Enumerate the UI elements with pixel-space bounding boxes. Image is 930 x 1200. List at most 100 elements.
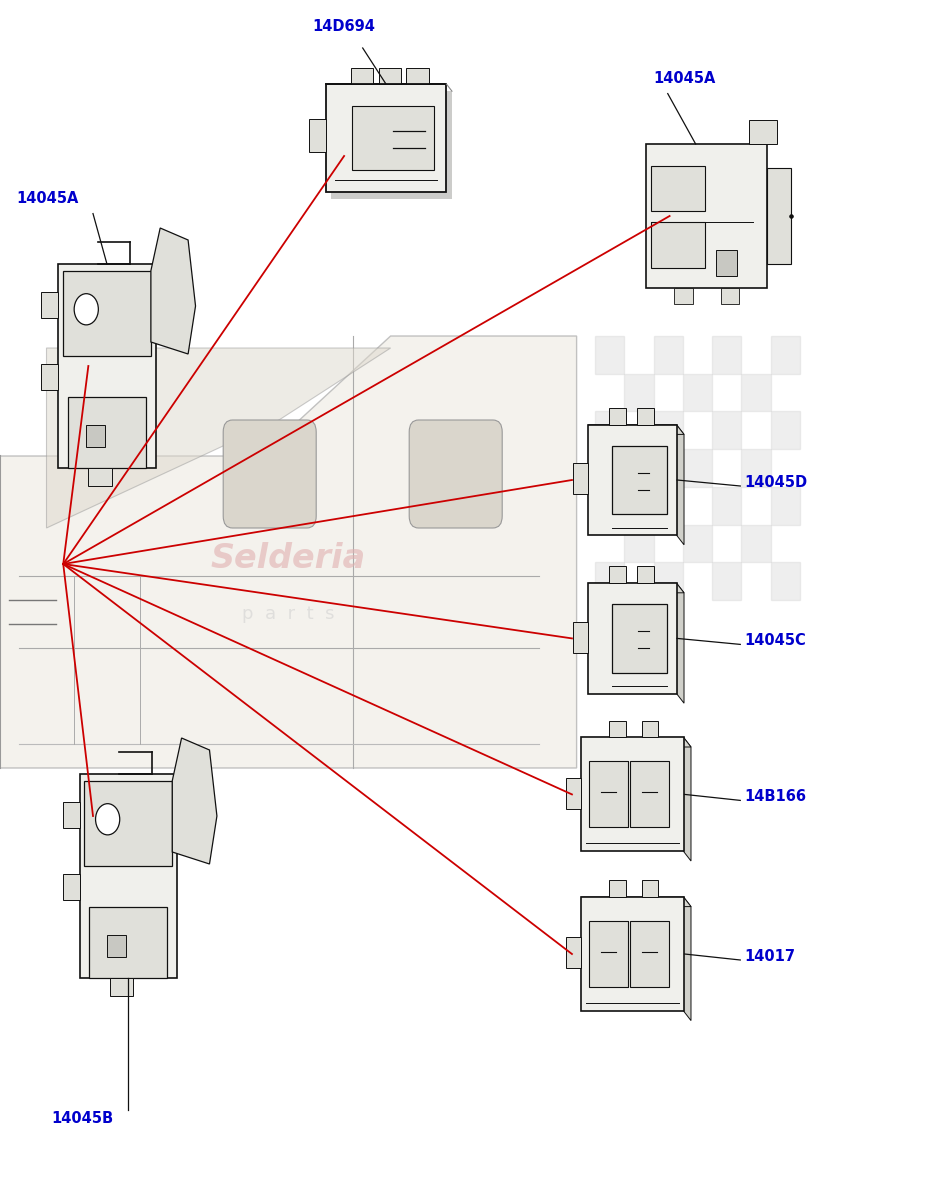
Bar [595,487,624,524]
Polygon shape [151,228,195,354]
Polygon shape [581,898,691,907]
Bar [609,881,626,898]
Text: p  a  r  t  s: p a r t s [242,605,335,624]
Polygon shape [677,425,684,545]
Bar [589,761,628,828]
Bar [741,373,771,412]
Bar [351,68,373,84]
Bar [595,563,624,600]
Bar [716,250,737,276]
Bar [42,292,59,318]
Bar [59,264,155,468]
Text: Selderia: Selderia [211,541,365,575]
Bar [646,144,767,288]
FancyBboxPatch shape [409,420,502,528]
Polygon shape [581,737,691,746]
Bar [613,445,667,515]
Bar [683,524,712,563]
Bar [654,487,683,524]
Bar [741,449,771,487]
Bar [771,412,800,449]
Bar [771,487,800,524]
Bar [630,761,669,828]
Bar [352,106,434,170]
Circle shape [96,804,120,835]
Bar [624,373,654,412]
Bar [749,120,777,144]
Bar [595,412,624,449]
Bar [581,737,684,852]
Bar [309,119,325,152]
Text: 14045A: 14045A [653,71,715,86]
Bar [712,412,741,449]
Bar [42,364,59,390]
Bar [589,425,677,535]
Bar [566,778,581,809]
Bar [637,566,654,583]
Bar [573,463,589,494]
Bar [406,68,429,84]
Bar [589,920,628,988]
Bar [110,978,133,996]
Bar [85,781,172,866]
Bar [88,468,112,486]
FancyBboxPatch shape [223,420,316,528]
Bar [674,288,693,304]
Bar [581,898,684,1010]
Bar [624,524,654,563]
Bar [595,336,624,373]
Bar [107,935,126,956]
Polygon shape [46,348,391,528]
Circle shape [74,294,99,325]
Polygon shape [589,583,684,593]
Polygon shape [0,336,577,768]
Bar [654,412,683,449]
Bar [642,720,658,737]
Bar [712,563,741,600]
Polygon shape [684,898,691,1020]
Text: 14045C: 14045C [744,634,805,648]
Bar [683,449,712,487]
Bar [589,583,677,694]
Polygon shape [172,738,217,864]
Text: 14045A: 14045A [17,191,79,206]
Bar [624,449,654,487]
Text: 14045D: 14045D [744,474,807,490]
Bar [683,373,712,412]
Bar [767,168,790,264]
Bar [613,604,667,673]
Bar [654,563,683,600]
Bar [721,288,739,304]
FancyBboxPatch shape [331,91,452,199]
Bar [630,920,669,988]
Text: 14D694: 14D694 [312,19,376,34]
Bar [63,874,80,900]
Bar [566,937,581,968]
Polygon shape [589,425,684,434]
Bar [609,720,626,737]
Bar [609,408,626,425]
Bar [712,487,741,524]
Bar [771,563,800,600]
Bar [573,622,589,653]
Bar [63,802,80,828]
Bar [609,566,626,583]
FancyBboxPatch shape [326,84,446,192]
Bar [654,336,683,373]
Bar [63,271,151,356]
Bar [68,396,146,468]
Bar [741,524,771,563]
Bar [771,336,800,373]
Bar [80,774,177,978]
Bar [651,166,705,211]
Bar [651,222,705,268]
Bar [712,336,741,373]
Bar [637,408,654,425]
Polygon shape [677,583,684,703]
Bar [89,907,167,978]
Text: 14017: 14017 [744,948,795,964]
Text: 14B166: 14B166 [744,790,806,804]
Bar [86,425,104,446]
Bar [379,68,401,84]
Polygon shape [684,737,691,860]
